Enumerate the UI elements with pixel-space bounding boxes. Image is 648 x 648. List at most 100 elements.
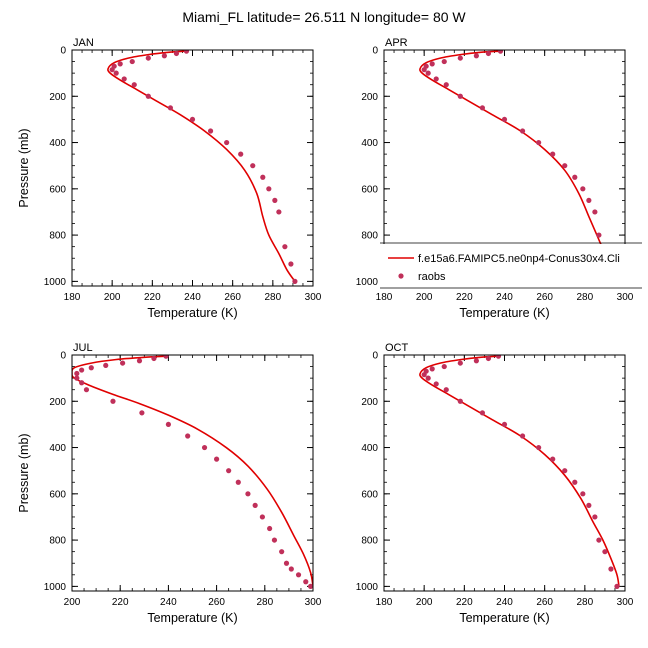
- obs-point: [207, 128, 214, 134]
- obs-point: [129, 58, 135, 65]
- y-tick-label: 800: [49, 536, 66, 547]
- obs-point: [109, 67, 115, 73]
- panel-oct: 180 200 220 240 260 280 300 0 200 400 600 800 1000 OC…: [356, 342, 634, 625]
- obs-point: [238, 151, 244, 157]
- model-series-line: [419, 355, 620, 587]
- x-tick-label: 260: [536, 292, 553, 303]
- obs-point: [473, 53, 479, 59]
- obs-point: [151, 355, 157, 362]
- obs-point: [214, 456, 220, 462]
- x-tick-label: 240: [496, 292, 513, 303]
- panel-jan: 180 200 220 240 260 280 300 0 200 400 600 800 1000 JA…: [17, 37, 322, 320]
- obs-point: [145, 55, 151, 61]
- figure-title: Miami_FL latitude= 26.511 N longitude= 8…: [182, 9, 466, 25]
- x-tick-label: 200: [416, 292, 433, 303]
- obs-point: [282, 244, 288, 250]
- obs-point: [173, 50, 180, 57]
- obs-point: [602, 549, 608, 555]
- x-axis-label: Temperature (K): [147, 306, 237, 320]
- obs-point: [608, 566, 614, 572]
- x-tick-label: 300: [617, 292, 634, 303]
- x-tick-label: 280: [256, 597, 273, 608]
- obs-point: [295, 572, 302, 578]
- obs-point: [457, 398, 463, 404]
- x-tick-label: 300: [617, 597, 634, 608]
- obs-point: [279, 549, 285, 555]
- obs-point: [441, 363, 447, 370]
- obs-point: [501, 421, 508, 428]
- x-tick-label: 180: [64, 292, 81, 303]
- y-tick-label: 0: [372, 46, 378, 57]
- x-axis-label: Temperature (K): [459, 306, 549, 320]
- obs-point: [288, 566, 294, 572]
- y-tick-label: 1000: [44, 277, 67, 288]
- obs-point: [235, 479, 241, 485]
- obs-point: [120, 360, 126, 366]
- obs-point: [145, 93, 151, 99]
- ticks: 180 200 220 240 260 280 300 0 200 400 600 800 1000: [356, 351, 634, 609]
- x-tick-label: 260: [536, 597, 553, 608]
- obs-point: [425, 70, 431, 76]
- y-tick-label: 1000: [44, 582, 67, 593]
- x-tick-label: 300: [305, 292, 322, 303]
- obs-point: [457, 55, 463, 61]
- obs-point: [586, 502, 592, 508]
- x-tick-label: 280: [264, 292, 281, 303]
- panel-label: OCT: [385, 342, 409, 354]
- y-tick-label: 600: [49, 489, 66, 500]
- x-tick-label: 200: [64, 597, 81, 608]
- obs-point: [266, 186, 272, 192]
- obs-point: [283, 560, 290, 566]
- y-tick-label: 800: [361, 231, 378, 242]
- y-tick-label: 1000: [356, 277, 379, 288]
- model-series-line: [72, 355, 313, 587]
- obs-point: [596, 232, 602, 238]
- x-tick-label: 180: [376, 597, 393, 608]
- y-tick-label: 0: [372, 351, 378, 362]
- obs-point: [260, 174, 266, 180]
- obs-point: [421, 372, 427, 378]
- obs-point: [592, 514, 598, 520]
- obs-point: [224, 139, 230, 146]
- x-tick-label: 220: [144, 292, 161, 303]
- obs-point: [485, 355, 492, 362]
- ticks: 200 220 240 260 280 300 0 200 400 600 800 1000: [44, 351, 322, 609]
- plot-frame: [71, 354, 314, 592]
- y-tick-label: 0: [60, 46, 66, 57]
- obs-point: [88, 365, 94, 371]
- legend-obs-label: raobs: [418, 271, 446, 283]
- y-tick-label: 400: [49, 138, 66, 149]
- obs-point: [117, 61, 123, 67]
- y-tick-label: 800: [361, 536, 378, 547]
- obs-point: [113, 70, 119, 76]
- x-tick-label: 280: [576, 292, 593, 303]
- y-tick-label: 200: [49, 92, 66, 103]
- obs-point: [303, 579, 309, 585]
- y-tick-label: 1000: [356, 582, 379, 593]
- x-tick-label: 180: [376, 292, 393, 303]
- y-tick-label: 400: [361, 443, 378, 454]
- obs-point: [596, 537, 602, 543]
- obs-point: [421, 67, 427, 73]
- obs-point: [201, 444, 208, 451]
- obs-point: [501, 116, 508, 123]
- obs-point: [457, 93, 463, 99]
- x-axis-label: Temperature (K): [147, 611, 237, 625]
- x-tick-label: 240: [160, 597, 177, 608]
- panel-jul: 200 220 240 260 280 300 0 200 400 600 800 1000 JUL Te…: [17, 342, 322, 625]
- y-tick-label: 200: [361, 92, 378, 103]
- x-axis-label: Temperature (K): [459, 611, 549, 625]
- obs-point: [497, 50, 504, 54]
- obs-point: [83, 387, 90, 393]
- obs-point: [252, 502, 258, 508]
- y-tick-label: 600: [361, 489, 378, 500]
- plot-area: [72, 355, 313, 589]
- obs-point: [189, 116, 196, 123]
- obs-point: [550, 151, 556, 157]
- legend-background: [380, 244, 642, 287]
- legend-marker-swatch: [398, 273, 404, 279]
- obs-point: [572, 174, 578, 180]
- x-tick-label: 220: [456, 597, 473, 608]
- x-tick-label: 220: [112, 597, 129, 608]
